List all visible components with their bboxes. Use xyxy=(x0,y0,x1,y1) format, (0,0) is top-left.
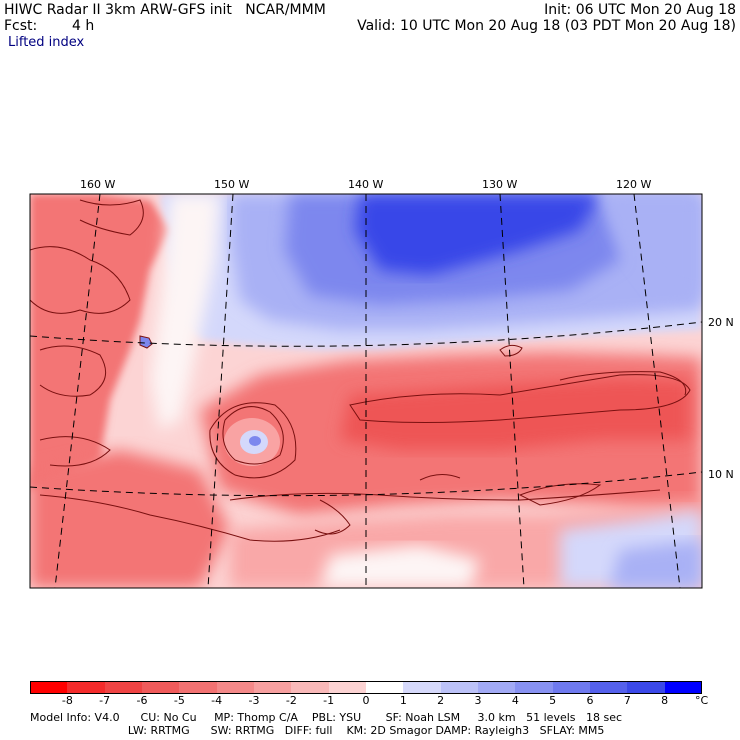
colorbar-tick-label: 7 xyxy=(623,694,631,707)
valid-time: Valid: 10 UTC Mon 20 Aug 18 (03 PDT Mon … xyxy=(357,18,736,34)
colorbar-tick-label: 3 xyxy=(474,694,482,707)
colorbar-swatch xyxy=(403,681,442,694)
colorbar-swatch xyxy=(67,681,106,694)
colorbar-swatch xyxy=(366,681,404,694)
colorbar-swatch xyxy=(291,681,330,694)
forecast-hour: 4 h xyxy=(72,18,95,34)
colorbar-swatch xyxy=(664,681,703,694)
white-band-west xyxy=(150,194,220,430)
colorbar-tick-label: 5 xyxy=(549,694,557,707)
colorbar-swatch xyxy=(552,681,591,694)
lat-label-20n: 20 N xyxy=(708,316,734,329)
colorbar-swatch xyxy=(142,681,180,694)
colorbar-tick-label: -4 xyxy=(211,694,223,707)
meridian-130w xyxy=(499,194,525,588)
graticule xyxy=(30,194,702,588)
lat-label-10n: 10 N xyxy=(708,468,734,481)
lon-label-120w: 120 W xyxy=(616,178,652,191)
colorbar-tick-label: 8 xyxy=(661,694,669,707)
southern-white-zone xyxy=(320,545,480,588)
stable-zone-core xyxy=(355,194,600,275)
colorbar-swatch xyxy=(328,681,367,694)
parallel-20n xyxy=(30,321,702,347)
colorbar-tick-label: 1 xyxy=(399,694,407,707)
colorbar-swatch xyxy=(254,681,292,694)
tropical-storm-vortex xyxy=(224,418,280,466)
unstable-zone-southwest xyxy=(30,450,230,588)
colorbar-swatch xyxy=(590,681,628,694)
colorbar-tick-label: -3 xyxy=(248,694,260,707)
colorbar-swatch xyxy=(104,681,143,694)
colorbar-border xyxy=(30,681,702,694)
unstable-band-core xyxy=(340,378,690,450)
colorbar-swatch xyxy=(478,681,516,694)
model-info-line-1: Model Info: V4.0 CU: No Cu MP: Thomp C/A… xyxy=(30,711,623,724)
colorbar-swatch xyxy=(515,681,554,694)
colorbar-swatch xyxy=(627,681,666,694)
meridian-120w xyxy=(633,194,681,588)
lon-label-150w: 150 W xyxy=(214,178,250,191)
colorbar-tick-label: -1 xyxy=(323,694,335,707)
contour-lines xyxy=(30,199,691,542)
colorbar-swatch xyxy=(179,681,218,694)
colorbar-swatch xyxy=(216,681,255,694)
colorbar-swatch xyxy=(30,681,68,694)
colorbar-tick-label: -8 xyxy=(61,694,73,707)
forecast-label: Fcst: xyxy=(4,18,38,34)
colorbar-tick-label: -5 xyxy=(173,694,185,707)
stable-zone-east xyxy=(600,194,702,300)
init-time: Init: 06 UTC Mon 20 Aug 18 xyxy=(544,2,736,18)
colorbar-tick-label: 0 xyxy=(362,694,370,707)
colorbar-tick-label: -2 xyxy=(285,694,297,707)
meridian-150w xyxy=(207,194,234,588)
colorbar-tick-label: -7 xyxy=(99,694,111,707)
lon-label-140w: 140 W xyxy=(348,178,384,191)
model-info-line-2: LW: RRTMG SW: RRTMG DIFF: full KM: 2D Sm… xyxy=(30,724,605,737)
meridian-160w xyxy=(54,194,101,588)
unstable-zone-west xyxy=(30,194,170,490)
colorbar-tick-label: 2 xyxy=(437,694,445,707)
model-title: HIWC Radar II 3km ARW-GFS init NCAR/MMM xyxy=(4,2,326,18)
lon-label-130w: 130 W xyxy=(482,178,518,191)
colorbar-swatch xyxy=(440,681,479,694)
field-name: Lifted index xyxy=(8,35,85,50)
colorbar-tick-label: 4 xyxy=(511,694,519,707)
map-frame xyxy=(29,193,703,589)
colorbar-tick-label: -6 xyxy=(136,694,148,707)
lon-label-160w: 160 W xyxy=(80,178,116,191)
hawaii-island xyxy=(139,335,153,349)
colorbar-unit: °C xyxy=(695,694,709,707)
colorbar-tick-label: 6 xyxy=(586,694,594,707)
